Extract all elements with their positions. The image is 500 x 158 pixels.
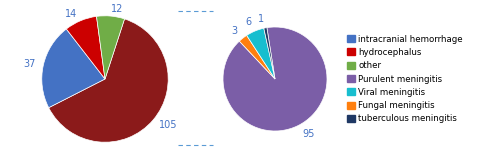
Legend: intracranial hemorrhage, hydrocephalus, other, Purulent meningitis, Viral mening: intracranial hemorrhage, hydrocephalus, … bbox=[347, 35, 463, 123]
Wedge shape bbox=[246, 28, 275, 79]
Text: 6: 6 bbox=[245, 17, 252, 27]
Text: 37: 37 bbox=[24, 58, 36, 69]
Wedge shape bbox=[42, 29, 105, 108]
Text: 1: 1 bbox=[258, 14, 264, 24]
Wedge shape bbox=[264, 28, 275, 79]
Text: 105: 105 bbox=[159, 120, 178, 130]
Text: 14: 14 bbox=[66, 9, 78, 19]
Wedge shape bbox=[48, 19, 168, 142]
Wedge shape bbox=[66, 16, 105, 79]
Text: 95: 95 bbox=[302, 129, 314, 139]
Wedge shape bbox=[240, 35, 275, 79]
Wedge shape bbox=[223, 27, 327, 131]
Wedge shape bbox=[96, 16, 124, 79]
Text: 12: 12 bbox=[112, 3, 124, 13]
Text: 3: 3 bbox=[231, 26, 237, 36]
